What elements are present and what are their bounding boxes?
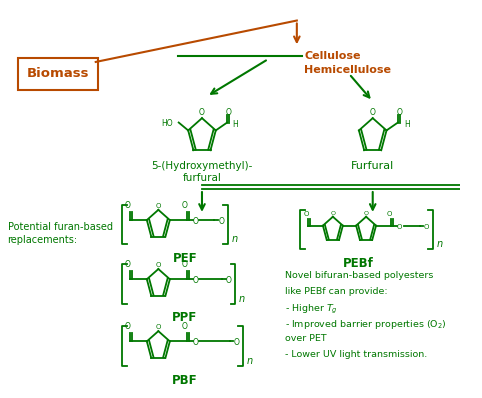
Text: O: O xyxy=(156,262,161,268)
Text: H: H xyxy=(404,120,410,129)
Text: O: O xyxy=(397,224,402,230)
Text: like PEBf can provide:: like PEBf can provide: xyxy=(285,287,388,296)
Text: O: O xyxy=(226,107,232,117)
Text: O: O xyxy=(330,211,335,216)
Text: O: O xyxy=(226,276,231,285)
Text: over PET: over PET xyxy=(285,334,327,343)
Text: 5-(Hydroxymethyl)-
furfural: 5-(Hydroxymethyl)- furfural xyxy=(151,160,253,183)
Text: O: O xyxy=(303,211,308,217)
Text: Novel bifuran-based polyesters: Novel bifuran-based polyesters xyxy=(285,271,434,280)
Text: O: O xyxy=(363,211,369,216)
Text: H: H xyxy=(232,120,238,129)
Text: Furfural: Furfural xyxy=(351,160,394,171)
Text: O: O xyxy=(156,203,161,209)
Text: n: n xyxy=(247,356,253,366)
Text: O: O xyxy=(125,201,131,210)
Text: O: O xyxy=(387,211,392,217)
Text: O: O xyxy=(182,201,188,210)
Text: PEBf: PEBf xyxy=(343,257,374,270)
Text: O: O xyxy=(397,107,403,117)
Text: HO: HO xyxy=(161,119,173,128)
Text: O: O xyxy=(233,338,239,347)
Text: PEF: PEF xyxy=(173,252,197,265)
Text: O: O xyxy=(192,217,199,226)
Text: Biomass: Biomass xyxy=(27,67,89,80)
Text: O: O xyxy=(125,260,131,269)
Text: n: n xyxy=(239,294,245,304)
Text: O: O xyxy=(192,276,199,285)
Text: Hemicellulose: Hemicellulose xyxy=(305,65,391,75)
Text: n: n xyxy=(437,239,443,249)
Text: O: O xyxy=(156,324,161,330)
Text: O: O xyxy=(199,108,205,117)
Text: O: O xyxy=(370,108,375,117)
Text: - Lower UV light transmission.: - Lower UV light transmission. xyxy=(285,350,428,359)
Text: Potential furan-based
replacements:: Potential furan-based replacements: xyxy=(8,222,112,245)
Text: O: O xyxy=(218,217,224,226)
Text: PBF: PBF xyxy=(172,374,198,386)
Text: n: n xyxy=(231,234,238,244)
Text: O: O xyxy=(192,338,199,347)
FancyBboxPatch shape xyxy=(18,58,98,90)
Text: O: O xyxy=(424,224,429,230)
Text: - Improved barrier properties (O$_2$): - Improved barrier properties (O$_2$) xyxy=(285,318,447,331)
Text: PPF: PPF xyxy=(172,311,198,324)
Text: - Higher $T_{g}$: - Higher $T_{g}$ xyxy=(285,302,338,316)
Text: O: O xyxy=(182,260,188,269)
Text: O: O xyxy=(182,322,188,332)
Text: O: O xyxy=(125,322,131,332)
Text: Cellulose: Cellulose xyxy=(305,51,361,61)
